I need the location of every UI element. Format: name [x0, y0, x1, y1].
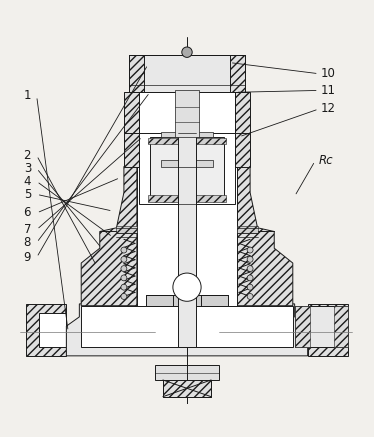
Text: 5: 5 — [24, 188, 31, 201]
Text: 4: 4 — [24, 175, 31, 188]
Polygon shape — [156, 365, 218, 380]
Bar — [39, 313, 66, 347]
Polygon shape — [295, 306, 310, 347]
Bar — [150, 137, 224, 200]
Polygon shape — [124, 133, 139, 166]
Circle shape — [121, 294, 127, 299]
Polygon shape — [308, 304, 349, 356]
Polygon shape — [66, 304, 308, 356]
Bar — [178, 100, 196, 347]
Polygon shape — [124, 92, 250, 133]
Circle shape — [121, 275, 127, 281]
Bar — [161, 160, 213, 166]
Circle shape — [121, 266, 127, 271]
Circle shape — [247, 275, 253, 281]
Polygon shape — [129, 55, 245, 92]
Text: 10: 10 — [321, 67, 335, 80]
Text: 2: 2 — [24, 149, 31, 162]
Circle shape — [173, 273, 201, 301]
Circle shape — [121, 257, 127, 262]
Polygon shape — [146, 295, 228, 306]
Polygon shape — [163, 380, 211, 397]
Polygon shape — [237, 226, 258, 233]
Polygon shape — [25, 304, 66, 356]
Text: 1: 1 — [24, 90, 31, 103]
Polygon shape — [81, 166, 137, 306]
Circle shape — [182, 47, 192, 57]
Text: 8: 8 — [24, 236, 31, 249]
Circle shape — [247, 294, 253, 299]
Circle shape — [247, 266, 253, 271]
Polygon shape — [81, 306, 293, 347]
Circle shape — [247, 257, 253, 262]
Text: 9: 9 — [24, 251, 31, 264]
Bar — [308, 313, 335, 347]
Bar — [175, 90, 199, 137]
Polygon shape — [295, 306, 349, 347]
Circle shape — [121, 284, 127, 290]
Polygon shape — [137, 166, 237, 306]
Text: 3: 3 — [24, 162, 31, 175]
Circle shape — [247, 284, 253, 290]
Bar — [148, 138, 226, 144]
Polygon shape — [116, 226, 137, 233]
Polygon shape — [230, 55, 245, 92]
Text: 7: 7 — [24, 223, 31, 236]
Bar — [161, 132, 213, 137]
Polygon shape — [235, 133, 250, 166]
Bar — [139, 133, 235, 204]
Polygon shape — [129, 55, 144, 92]
Bar — [139, 92, 235, 133]
Polygon shape — [334, 306, 349, 347]
Polygon shape — [237, 166, 293, 306]
Text: 12: 12 — [321, 103, 335, 115]
Circle shape — [121, 247, 127, 253]
Circle shape — [247, 247, 253, 253]
Text: 11: 11 — [321, 84, 335, 97]
Text: 6: 6 — [24, 206, 31, 219]
Bar — [148, 195, 226, 202]
Text: Rc: Rc — [319, 154, 334, 167]
